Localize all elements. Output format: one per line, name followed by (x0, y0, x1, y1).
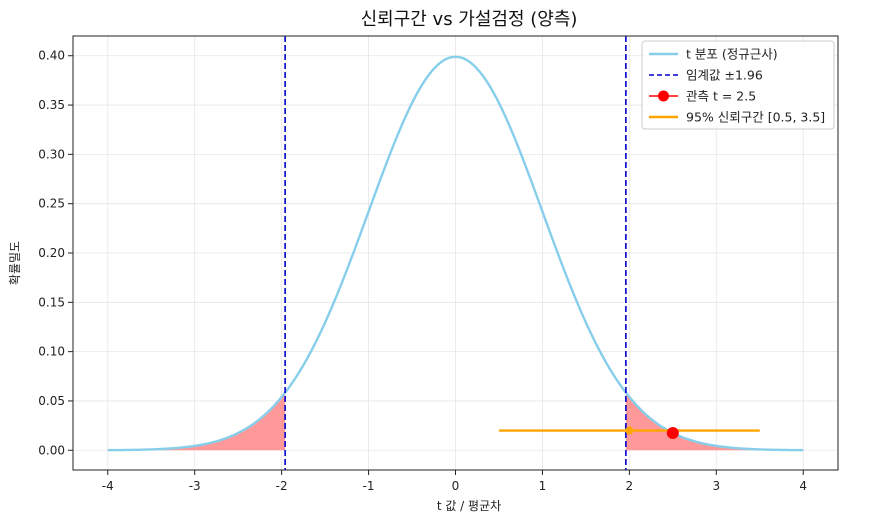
y-tick-label: 0.30 (38, 147, 65, 161)
legend-entry: 관측 t = 2.5 (649, 89, 756, 104)
legend-label: t 분포 (정규근사) (686, 47, 778, 62)
y-tick-label: 0.00 (38, 443, 65, 457)
y-tick-label: 0.05 (38, 394, 65, 408)
y-tick-label: 0.35 (38, 98, 65, 112)
y-axis-label: 확률밀도 (8, 241, 22, 285)
legend-label: 95% 신뢰구간 [0.5, 3.5] (686, 110, 825, 125)
x-tick-label: 3 (712, 479, 720, 493)
y-tick-label: 0.15 (38, 295, 65, 309)
legend-entry: 95% 신뢰구간 [0.5, 3.5] (649, 110, 825, 125)
x-tick-label: 4 (799, 479, 807, 493)
observed-marker (666, 427, 679, 440)
axes: -4 -3 -2 -1 0 1 2 3 4 0.00 0.05 0.10 0.15 0.20 0.25 0.3… (38, 35, 839, 493)
legend-box (641, 40, 835, 130)
confidence-interval-center (625, 426, 634, 435)
legend-entry: 임계값 ±1.96 (649, 68, 763, 83)
legend-label: 임계값 ±1.96 (686, 68, 763, 83)
legend-swatch-marker (658, 90, 669, 102)
legend-entry: t 분포 (정규근사) (649, 47, 778, 62)
x-tick-label: 1 (539, 479, 547, 493)
series (107, 36, 804, 470)
x-tick-label: -4 (102, 479, 114, 493)
legend: t 분포 (정규근사) 임계값 ±1.96 관측 t = 2.5 95% 신뢰구간 [… (641, 40, 835, 130)
legend-label: 관측 t = 2.5 (686, 89, 756, 104)
x-axis-label: t 값 / 평균차 (437, 499, 501, 513)
y-tick-label: 0.10 (38, 345, 65, 359)
y-tick-label: 0.20 (38, 246, 65, 260)
x-tick-label: 0 (452, 479, 460, 493)
y-tick-label: 0.40 (38, 49, 65, 63)
chart-title: 신뢰구간 vs 가설검정 (양측) (361, 9, 578, 30)
left-rejection-region (107, 392, 286, 451)
distribution-curve (107, 55, 804, 452)
y-tick-label: 0.25 (38, 197, 65, 211)
x-tick-label: -1 (363, 479, 375, 493)
x-tick-label: -3 (189, 479, 201, 493)
x-tick-label: 2 (626, 479, 634, 493)
x-tick-label: -2 (276, 479, 288, 493)
